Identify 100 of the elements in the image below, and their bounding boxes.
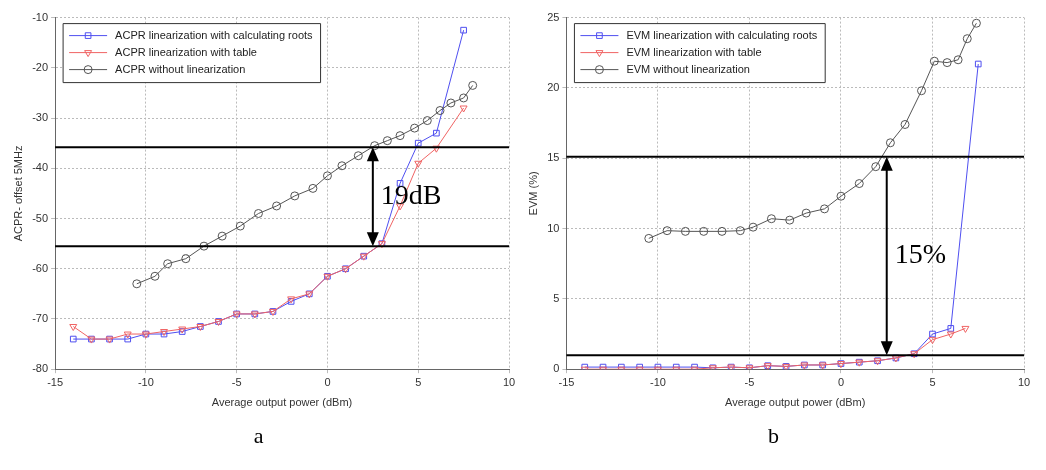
x-tick-label: -10 [650, 375, 666, 388]
y-tick-label: 10 [547, 221, 560, 234]
x-tick-label: 5 [415, 375, 422, 388]
point [290, 191, 300, 201]
text: a [253, 422, 264, 448]
point [460, 26, 467, 34]
point [735, 226, 745, 236]
y-tick-label: 15 [547, 151, 560, 164]
point [766, 214, 776, 224]
point [459, 105, 468, 113]
y-axis-title: EVM (%) [526, 171, 539, 216]
y-axis-title: ACPR- offset 5MHz [11, 145, 24, 242]
point [124, 335, 132, 343]
y-tick-label: -50 [32, 211, 49, 224]
y-tick-label: 20 [547, 80, 560, 93]
point [353, 151, 363, 161]
x-tick-label: -15 [47, 375, 64, 388]
point [414, 160, 423, 168]
y-tick-label: -30 [32, 111, 49, 124]
point [123, 331, 132, 339]
point [199, 241, 209, 251]
x-axis-title: Average output power (dBm) [211, 396, 353, 409]
point [395, 131, 405, 141]
legend-label: ACPR linearization with calculating roots [115, 28, 314, 41]
point [699, 226, 709, 236]
point [942, 58, 952, 68]
point [422, 116, 432, 126]
point [322, 171, 332, 181]
point [928, 337, 937, 345]
point [69, 324, 78, 332]
point [468, 80, 478, 90]
annotation: 19dB [380, 179, 442, 211]
x-tick-label: 10 [1017, 375, 1031, 388]
point [163, 259, 173, 269]
point [974, 60, 982, 68]
point [433, 129, 440, 137]
point [235, 221, 245, 231]
point [435, 106, 445, 116]
x-tick-label: 0 [324, 375, 331, 388]
point [382, 136, 392, 146]
y-tick-label: 0 [553, 362, 560, 375]
annotation: 15% [894, 238, 947, 270]
legend-label: EVM without linearization [626, 62, 750, 75]
point [962, 34, 972, 44]
y-tick-label: -80 [32, 362, 49, 375]
legend-label: EVM linearization with table [626, 45, 762, 58]
legend-label: ACPR without linearization [115, 62, 246, 75]
point [748, 222, 758, 232]
y-tick-label: 25 [547, 10, 560, 23]
y-tick-label: -70 [32, 312, 49, 324]
legend-label: EVM linearization with calculating roots [626, 28, 818, 41]
point [446, 98, 456, 108]
x-axis-title: Average output power (dBm) [725, 396, 866, 409]
x-tick-label: 0 [837, 375, 845, 388]
point [953, 55, 963, 65]
text: b [768, 422, 779, 448]
point [929, 56, 939, 66]
point [820, 204, 829, 214]
point [961, 325, 970, 333]
point [414, 139, 422, 147]
point [410, 123, 420, 133]
y-tick-label: -10 [32, 10, 49, 23]
x-tick-label: -5 [744, 375, 755, 388]
point [132, 279, 142, 289]
point [150, 271, 160, 281]
point [871, 162, 881, 172]
point [337, 161, 347, 171]
point [801, 208, 811, 218]
point [900, 119, 910, 129]
point [785, 215, 795, 225]
point [971, 18, 981, 28]
point [181, 254, 191, 264]
point [272, 201, 282, 211]
point [217, 231, 227, 241]
x-tick-label: -15 [558, 375, 575, 388]
point [946, 331, 955, 339]
point [929, 330, 936, 338]
y-tick-label: -20 [32, 60, 49, 73]
point [917, 86, 927, 96]
point [459, 93, 469, 103]
point [662, 226, 672, 236]
point [308, 183, 318, 193]
point [717, 226, 727, 236]
y-tick-label: -40 [32, 161, 49, 174]
x-tick-label: 10 [502, 375, 516, 388]
legend-label: ACPR linearization with table [115, 45, 257, 58]
point [644, 233, 654, 243]
point [680, 226, 690, 236]
point [854, 179, 864, 189]
point [885, 138, 895, 148]
point [432, 145, 441, 153]
point [370, 141, 380, 151]
point [836, 191, 846, 201]
x-tick-label: -10 [137, 375, 154, 388]
point [947, 325, 955, 332]
x-tick-label: -5 [231, 375, 242, 388]
x-tick-label: 5 [929, 375, 936, 388]
point [69, 335, 77, 343]
y-tick-label: -60 [32, 261, 49, 274]
point [253, 208, 263, 218]
